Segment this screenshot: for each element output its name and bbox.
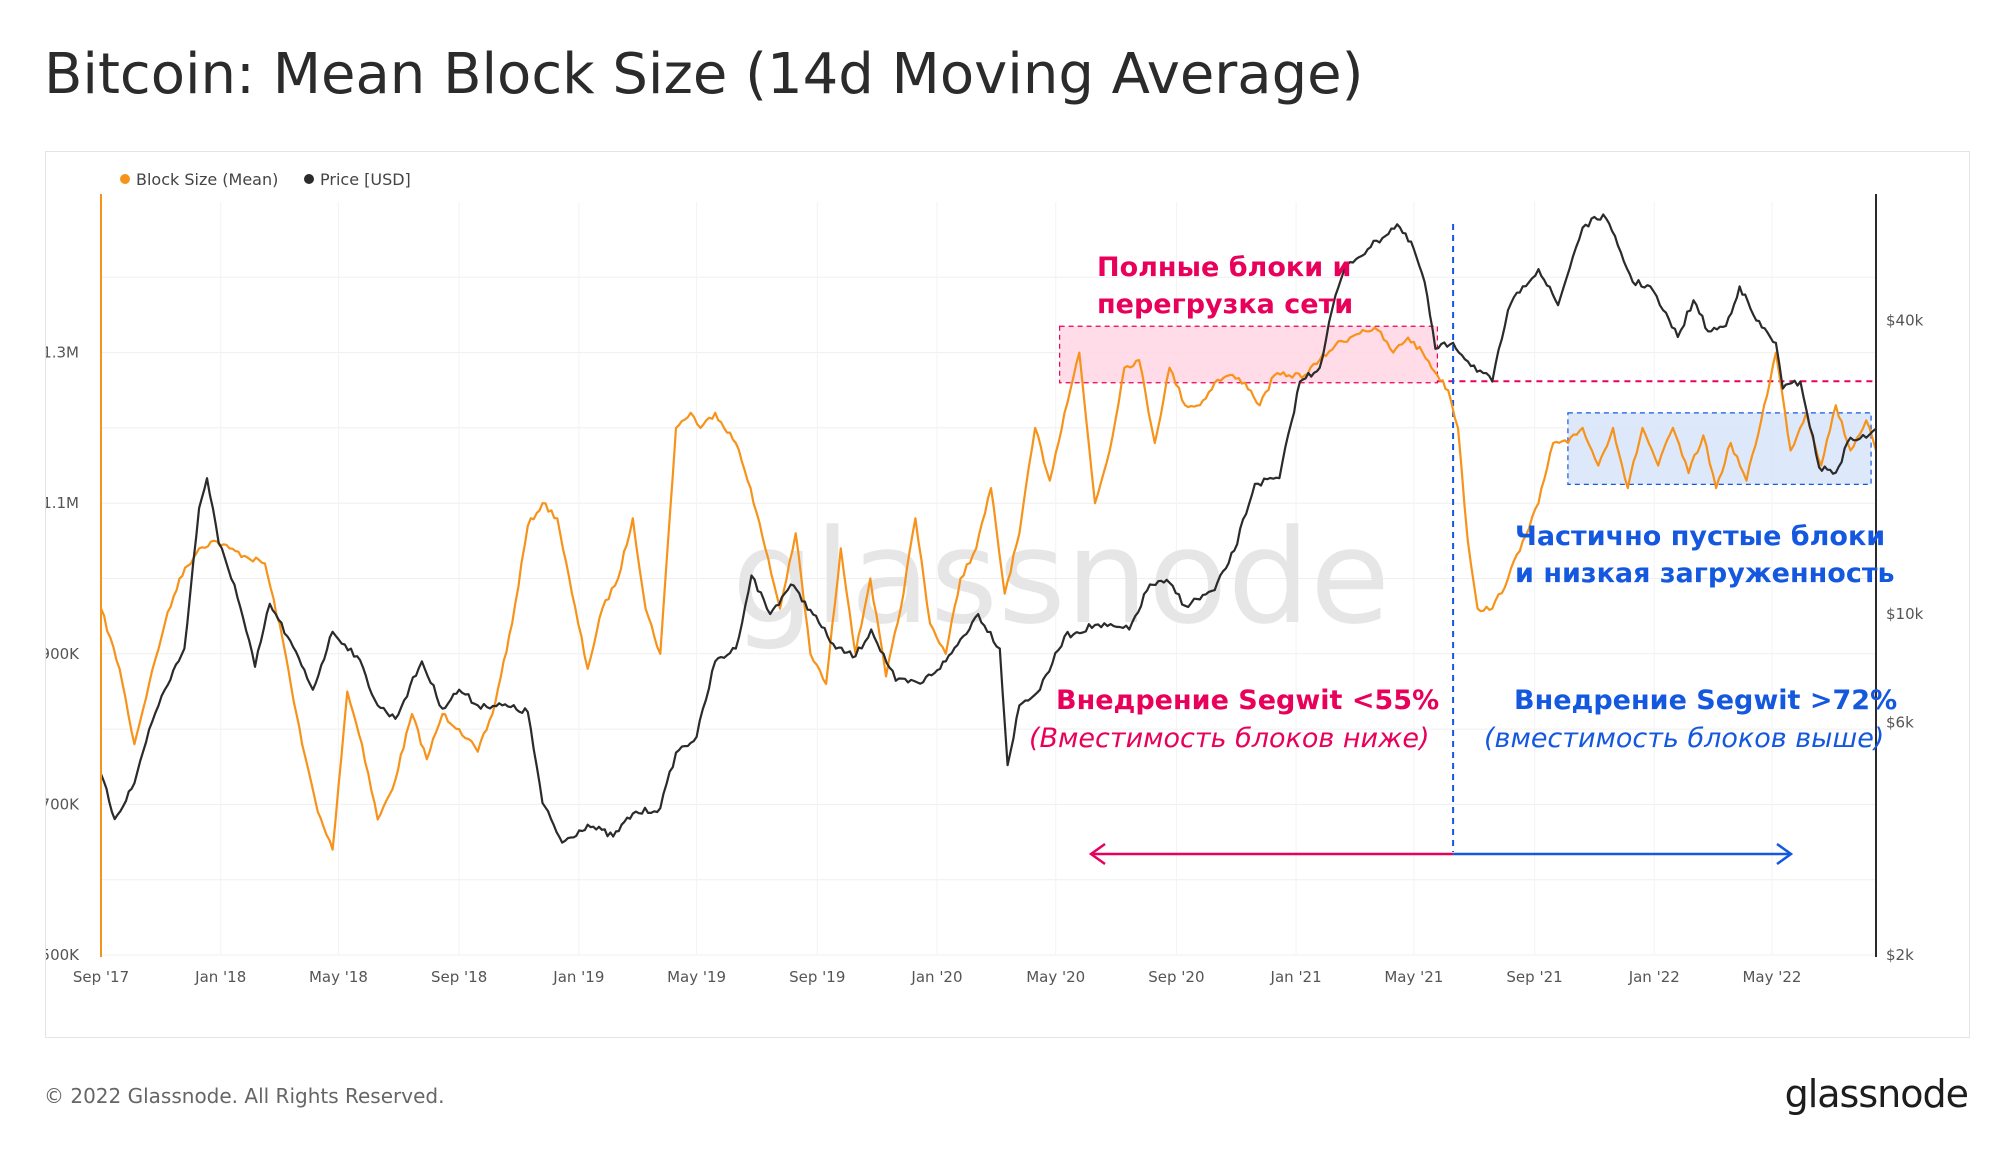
chart-svg: glassnode 500K 700K 900K 1.1M 1.3M $2k $6k $10k… <box>46 170 1924 986</box>
x-tick-label: Sep '17 <box>73 968 129 986</box>
x-tick-label: May '19 <box>667 968 726 986</box>
x-tick-label: May '21 <box>1384 968 1443 986</box>
x-tick-label: Jan '21 <box>1270 968 1322 986</box>
x-tick-label: May '18 <box>309 968 368 986</box>
chart-frame: glassnode 500K 700K 900K 1.1M 1.3M $2k $6k $10k… <box>45 151 1970 1038</box>
segwit-right-arrowhead <box>1776 842 1794 866</box>
y-left-tick-label: 700K <box>46 795 80 813</box>
y-left-tick-label: 500K <box>46 946 80 964</box>
block-size-line <box>99 326 1878 851</box>
y-left-tick-label: 1.1M <box>46 494 79 512</box>
chart-title: Bitcoin: Mean Block Size (14d Moving Ave… <box>44 42 1364 107</box>
x-tick-label: Sep '18 <box>431 968 487 986</box>
segwit-left-arrowhead <box>1088 842 1106 866</box>
y-right-tick-label: $40k <box>1886 312 1924 330</box>
annotations: Полные блоки и перегрузка сети Частично … <box>1029 252 1897 754</box>
legend-label-block-size[interactable]: Block Size (Mean) <box>136 170 278 189</box>
axes <box>100 194 1877 957</box>
copyright-text: © 2022 Glassnode. All Rights Reserved. <box>44 1084 445 1108</box>
legend: Block Size (Mean) Price [USD] <box>120 170 411 189</box>
blue-title-line-1: Частично пустые блоки <box>1515 521 1885 552</box>
x-tick-label: Jan '19 <box>552 968 604 986</box>
segwit-left-title: Внедрение Segwit <55% <box>1056 685 1439 716</box>
y-left-tick-label: 900K <box>46 645 80 663</box>
pink-title-line-1: Полные блоки и <box>1097 252 1351 283</box>
x-tick-label: May '20 <box>1026 968 1085 986</box>
grid <box>100 202 1876 956</box>
tick-labels: 500K 700K 900K 1.1M 1.3M $2k $6k $10k $40k Sep '1… <box>46 312 1924 986</box>
y-left-tick-label: 1.3M <box>46 344 79 362</box>
x-tick-label: Jan '22 <box>1628 968 1680 986</box>
legend-label-price[interactable]: Price [USD] <box>320 170 411 189</box>
x-tick-label: Jan '20 <box>910 968 962 986</box>
glassnode-logo[interactable]: glassnode <box>1784 1072 1969 1116</box>
x-tick-label: Sep '21 <box>1506 968 1562 986</box>
segwit-left-subtitle: (Вместимость блоков ниже) <box>1029 723 1430 754</box>
legend-dot-price <box>304 174 314 184</box>
segwit-right-title: Внедрение Segwit >72% <box>1514 685 1897 716</box>
blue-title-line-2: и низкая загруженность <box>1515 558 1895 589</box>
watermark: glassnode <box>732 501 1390 653</box>
y-right-tick-label: $2k <box>1886 946 1914 964</box>
legend-dot-block-size <box>120 174 130 184</box>
x-tick-label: Sep '19 <box>789 968 845 986</box>
pink-title-line-2: перегрузка сети <box>1097 289 1353 320</box>
y-right-tick-label: $10k <box>1886 605 1924 623</box>
series-lines <box>99 213 1878 851</box>
x-tick-label: Sep '20 <box>1148 968 1204 986</box>
y-right-tick-label: $6k <box>1886 713 1914 731</box>
price-line <box>99 213 1877 844</box>
x-tick-label: Jan '18 <box>194 968 246 986</box>
x-tick-label: May '22 <box>1742 968 1801 986</box>
segwit-right-subtitle: (вместимость блоков выше) <box>1484 723 1884 754</box>
